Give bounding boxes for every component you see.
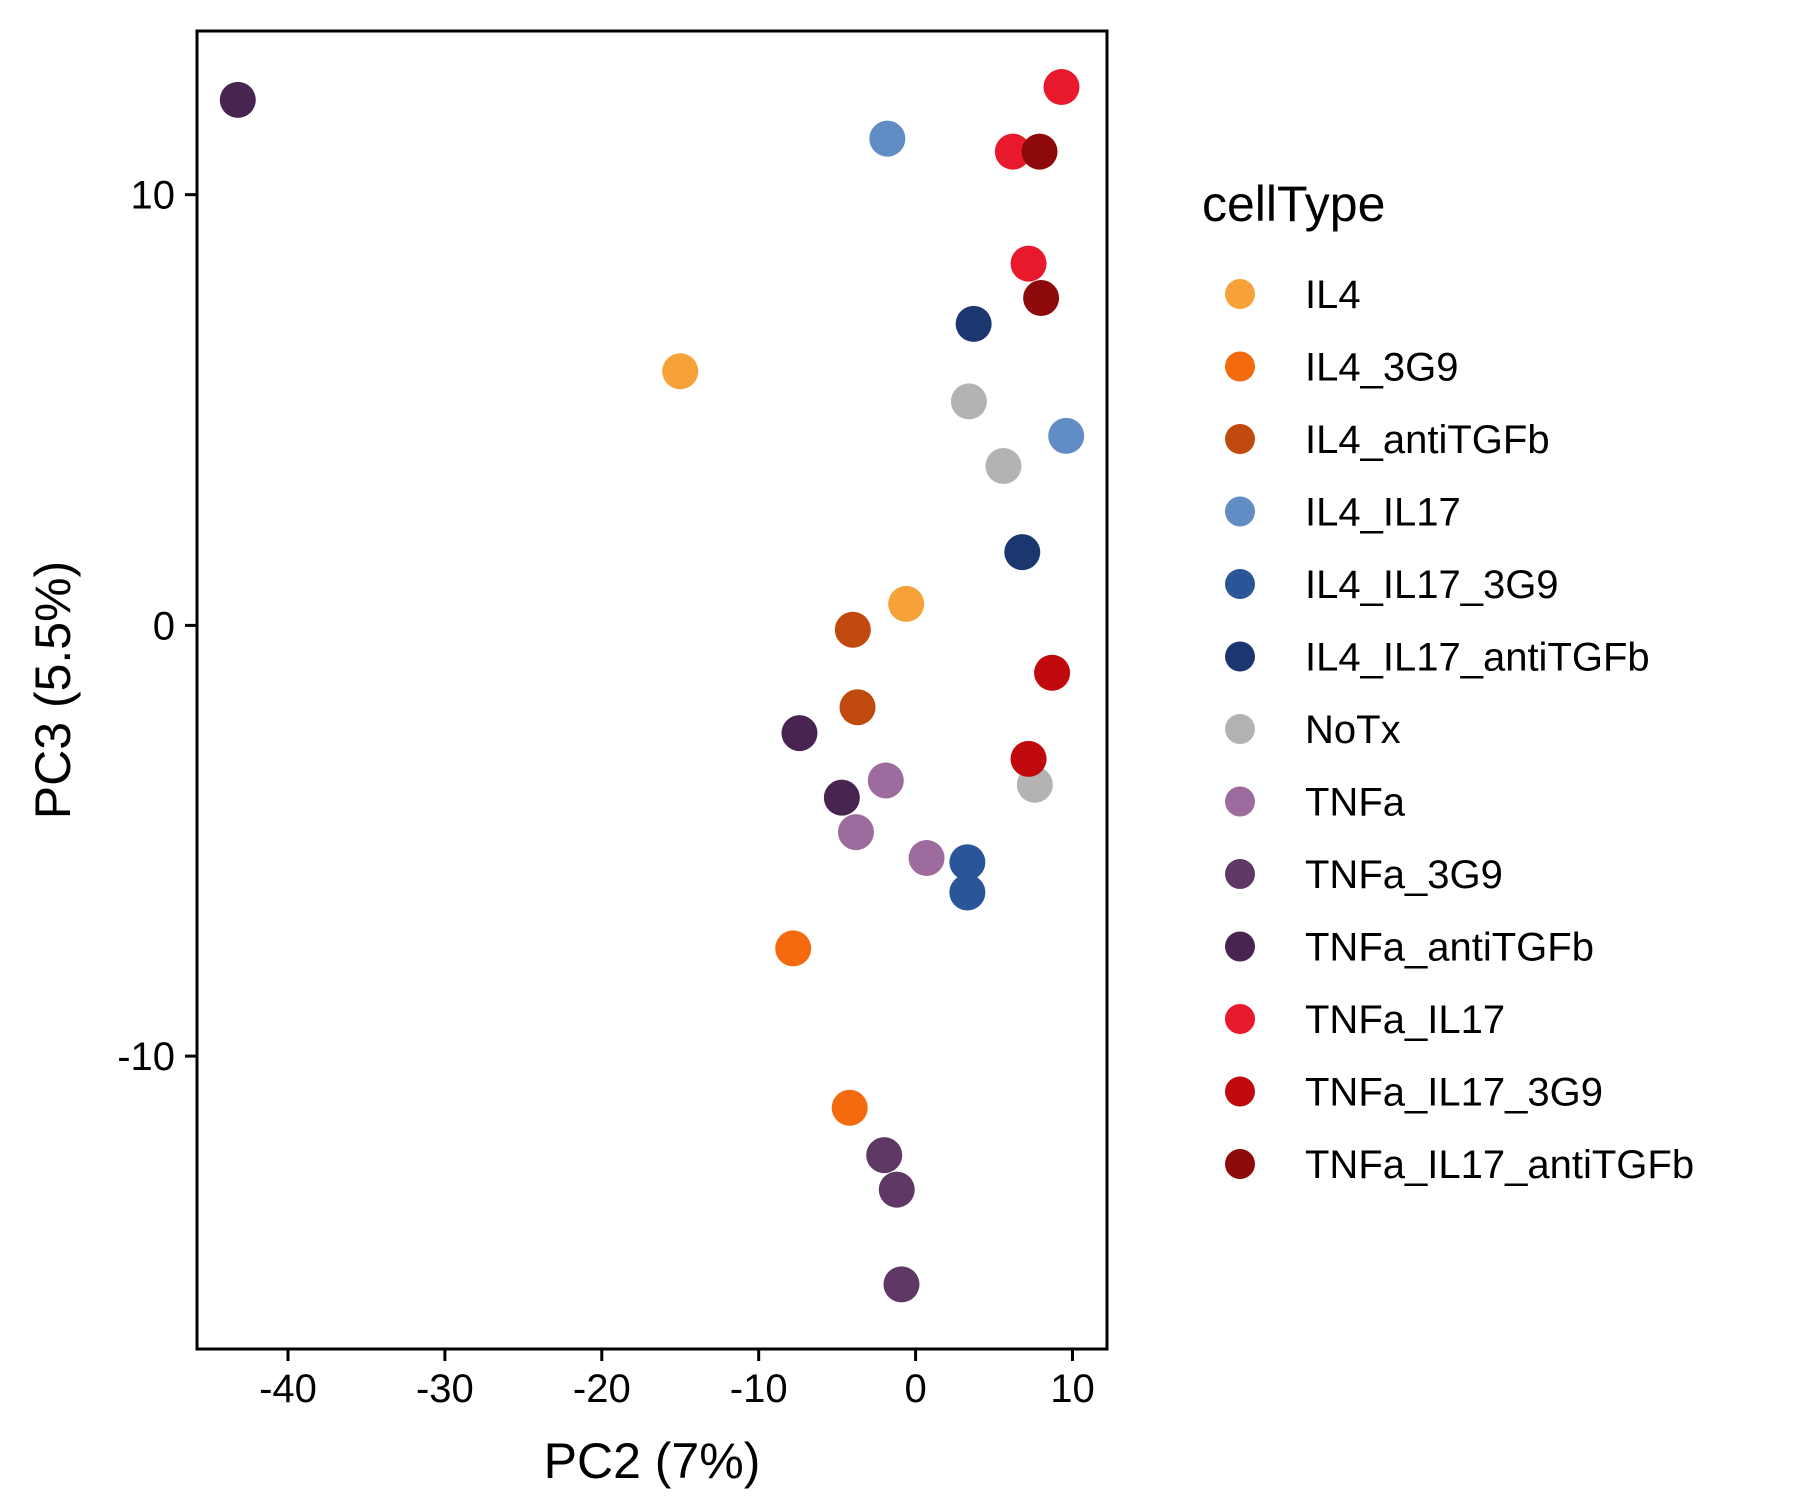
- legend-label-tnfa-antitgfb: TNFa_antiTGFb: [1305, 926, 1594, 970]
- x-axis-title: PC2 (7%): [544, 1433, 761, 1489]
- legend-label-il4-il17-3g9: IL4_IL17_3G9: [1305, 563, 1559, 607]
- data-point-tnfa-3g9-3: [883, 1266, 920, 1303]
- data-point-tnfa-antitgfb-2: [781, 715, 818, 752]
- x-tick-label: -40: [259, 1367, 317, 1411]
- data-point-il4-il17-antitgfb-1: [955, 305, 992, 342]
- x-tick-label: -20: [573, 1367, 631, 1411]
- legend-key-notx: [1225, 714, 1255, 744]
- legend-key-il4-il17-antitgfb: [1225, 641, 1255, 672]
- data-point-tnfa-il17-2: [994, 133, 1031, 170]
- legend-label-tnfa-il17: TNFa_IL17: [1305, 998, 1505, 1042]
- data-point-il4-il17-3g9-2: [949, 874, 986, 911]
- data-point-il4-antitgfb-2: [839, 689, 876, 726]
- data-point-il4-il17-antitgfb-2: [1004, 534, 1041, 571]
- data-point-il4-3g9-1: [775, 930, 812, 967]
- data-point-il4-2: [888, 585, 925, 622]
- legend-key-tnfa-antitgfb: [1225, 931, 1255, 962]
- legend-label-il4-il17: IL4_IL17: [1305, 491, 1461, 535]
- data-point-notx-2: [985, 448, 1022, 485]
- data-point-il4-3g9-2: [831, 1089, 868, 1126]
- data-point-il4-1: [662, 353, 699, 390]
- legend: cellType IL4IL4_3G9IL4_antiTGFbIL4_IL17I…: [1202, 176, 1694, 1187]
- legend-key-il4-il17-3g9: [1225, 569, 1255, 599]
- legend-label-tnfa: TNFa: [1305, 781, 1406, 825]
- data-point-il4-il17-2: [1048, 417, 1085, 454]
- legend-title: cellType: [1202, 176, 1385, 232]
- legend-label-il4-antitgfb: IL4_antiTGFb: [1305, 418, 1550, 462]
- y-tick-label: 0: [153, 604, 175, 648]
- legend-key-il4-antitgfb: [1225, 424, 1255, 454]
- data-point-tnfa-3g9-2: [878, 1171, 915, 1208]
- x-tick-label: -10: [730, 1367, 788, 1411]
- legend-label-tnfa-3g9: TNFa_3G9: [1305, 853, 1503, 897]
- data-point-tnfa-il17-antitgfb-2: [1023, 280, 1060, 317]
- data-point-tnfa-il17-antitgfb-1: [1021, 133, 1058, 170]
- plot-panel-border: [195, 29, 1109, 1351]
- x-tick-label: 0: [904, 1367, 926, 1411]
- points-layer: [219, 68, 1085, 1303]
- legend-key-tnfa-il17: [1225, 1004, 1255, 1034]
- data-point-il4-antitgfb-1: [834, 611, 871, 648]
- data-point-tnfa-antitgfb-1: [219, 81, 256, 118]
- data-point-tnfa-3g9-1: [866, 1137, 903, 1174]
- legend-label-tnfa-il17-3g9: TNFa_IL17_3G9: [1305, 1071, 1603, 1115]
- legend-key-tnfa-3g9: [1225, 859, 1255, 889]
- y-axis: -10 0 10: [117, 174, 197, 1079]
- data-point-tnfa-il17-3g9-2: [1010, 740, 1047, 777]
- data-point-tnfa-il17-1: [1043, 68, 1080, 105]
- x-tick-label: -30: [416, 1367, 474, 1411]
- legend-key-il4-3g9: [1225, 351, 1255, 382]
- data-point-tnfa-antitgfb-3: [823, 779, 860, 816]
- y-tick-label: -10: [117, 1035, 175, 1079]
- legend-label-il4-il17-antitgfb: IL4_IL17_antiTGFb: [1305, 636, 1650, 680]
- legend-label-il4: IL4: [1305, 273, 1361, 317]
- legend-items: IL4 IL4_3G9 IL4_antiTGFb IL4_IL17 IL4_IL17_3…: [1225, 273, 1694, 1187]
- data-point-notx-1: [950, 383, 987, 420]
- legend-key-il4: [1225, 279, 1255, 309]
- data-point-tnfa-1: [867, 762, 904, 799]
- y-axis-title: PC3 (5.5%): [25, 561, 81, 819]
- legend-label-il4-3g9: IL4_3G9: [1305, 346, 1458, 390]
- legend-key-tnfa-il17-3g9: [1225, 1076, 1255, 1107]
- x-axis: -40 -30 -20 -10 0 10: [259, 1349, 1095, 1411]
- legend-key-tnfa: [1225, 786, 1255, 817]
- x-tick-label: 10: [1050, 1367, 1095, 1411]
- legend-label-notx: NoTx: [1305, 708, 1401, 752]
- data-point-tnfa-il17-3: [1010, 245, 1047, 282]
- data-point-tnfa-il17-3g9-1: [1034, 654, 1071, 691]
- legend-key-tnfa-il17-antitgfb: [1225, 1149, 1255, 1179]
- data-point-il4-il17-1: [869, 120, 906, 157]
- data-point-tnfa-3: [908, 839, 945, 876]
- y-tick-label: 10: [131, 174, 176, 218]
- data-point-il4-il17-3g9-1: [949, 844, 986, 881]
- data-point-tnfa-2: [837, 814, 874, 851]
- legend-key-il4-il17: [1225, 496, 1255, 527]
- legend-label-tnfa-il17-antitgfb: TNFa_IL17_antiTGFb: [1305, 1143, 1694, 1187]
